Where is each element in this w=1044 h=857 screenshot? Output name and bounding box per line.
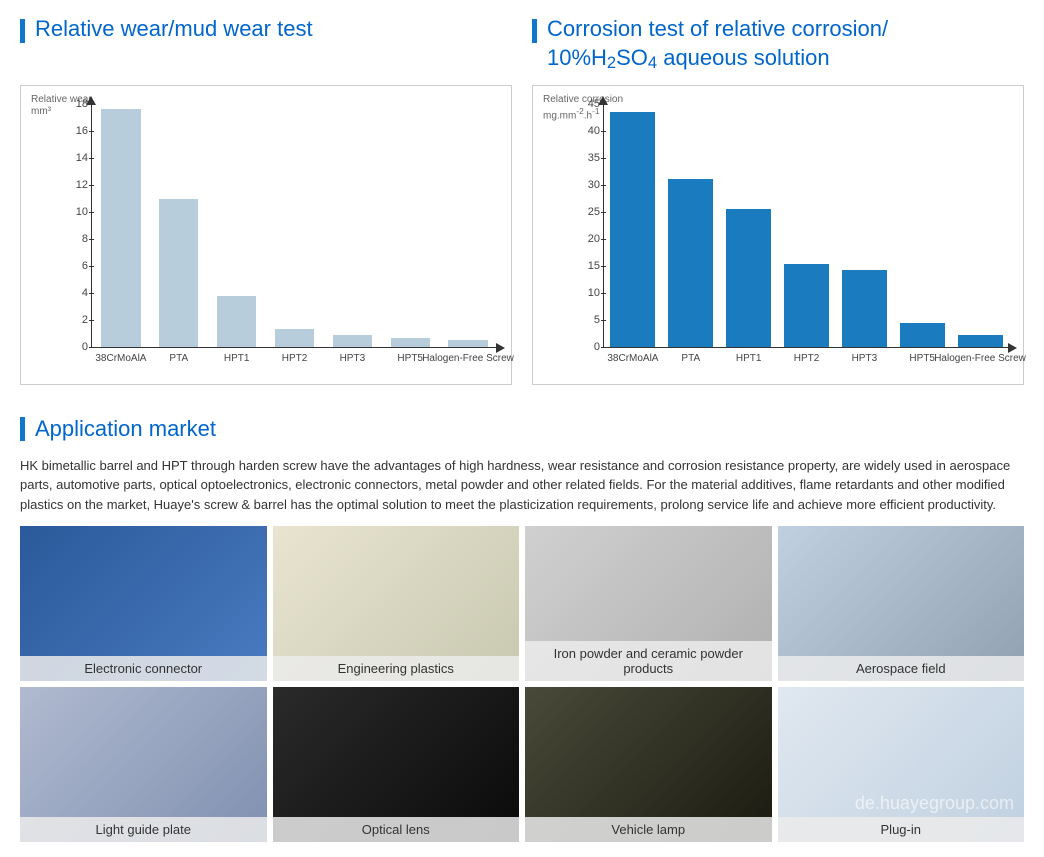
chart-bar <box>333 335 372 347</box>
corrosion-chart-title: Corrosion test of relative corrosion/ 10… <box>532 15 1024 73</box>
x-tick-label: 38CrMoAlA <box>607 353 658 364</box>
application-label: Aerospace field <box>778 656 1025 681</box>
x-tick-label: 38CrMoAlA <box>95 353 146 364</box>
application-section: Application market HK bimetallic barrel … <box>20 415 1024 842</box>
wear-chart-box: Relative wearmm³ 02468101214161838CrMoAl… <box>20 85 512 385</box>
y-tick: 0 <box>58 341 88 353</box>
y-tick: 12 <box>58 179 88 191</box>
application-label: Optical lens <box>273 817 520 842</box>
x-tick-label: HPT1 <box>736 353 762 364</box>
wear-chart-container: Relative wear/mud wear test Relative wea… <box>20 15 512 385</box>
corrosion-chart-container: Corrosion test of relative corrosion/ 10… <box>532 15 1024 385</box>
wear-chart-area: 02468101214161838CrMoAlAPTAHPT1HPT2HPT3H… <box>91 104 497 348</box>
y-tick: 15 <box>570 260 600 272</box>
y-tick: 0 <box>570 341 600 353</box>
application-label: Vehicle lamp <box>525 817 772 842</box>
application-card: Aerospace field <box>778 526 1025 681</box>
title-accent-bar <box>532 19 537 43</box>
axis-arrow-right-icon <box>1008 343 1017 353</box>
charts-row: Relative wear/mud wear test Relative wea… <box>20 15 1024 385</box>
y-tick: 8 <box>58 233 88 245</box>
x-tick-label: Halogen-Free Screw <box>934 353 1026 364</box>
chart-bar <box>391 338 430 347</box>
x-tick-label: PTA <box>169 353 188 364</box>
chart-bar <box>784 264 829 347</box>
y-tick: 10 <box>58 206 88 218</box>
application-title: Application market <box>20 415 1024 444</box>
chart-bar <box>610 112 655 347</box>
corrosion-chart-box: Relative corrosionmg.mm-2.h-1 0510152025… <box>532 85 1024 385</box>
y-tick: 2 <box>58 314 88 326</box>
title-accent-bar <box>20 417 25 441</box>
x-tick-label: HPT2 <box>794 353 820 364</box>
chart-bar <box>958 335 1003 347</box>
y-tick: 6 <box>58 260 88 272</box>
chart-bar <box>217 296 256 347</box>
x-tick-label: PTA <box>681 353 700 364</box>
application-description: HK bimetallic barrel and HPT through har… <box>20 456 1024 515</box>
application-card: Optical lens <box>273 687 520 842</box>
application-grid: Electronic connectorEngineering plastics… <box>20 526 1024 842</box>
corrosion-title-l2: 10%H2SO4 aqueous solution <box>547 45 830 70</box>
application-card: Light guide plate <box>20 687 267 842</box>
y-tick: 40 <box>570 125 600 137</box>
y-tick: 30 <box>570 179 600 191</box>
application-label: Light guide plate <box>20 817 267 842</box>
x-tick-label: HPT3 <box>852 353 878 364</box>
corrosion-chart-area: 05101520253035404538CrMoAlAPTAHPT1HPT2HP… <box>603 104 1009 348</box>
application-label: Iron powder and ceramic powder products <box>525 641 772 681</box>
chart-bar <box>275 329 314 347</box>
axis-arrow-right-icon <box>496 343 505 353</box>
y-tick: 4 <box>58 287 88 299</box>
y-tick: 18 <box>58 98 88 110</box>
x-tick-label: HPT5 <box>909 353 935 364</box>
y-tick: 35 <box>570 152 600 164</box>
application-card: Electronic connector <box>20 526 267 681</box>
y-tick: 25 <box>570 206 600 218</box>
chart-bar <box>900 323 945 347</box>
application-label: Plug-in <box>778 817 1025 842</box>
application-label: Electronic connector <box>20 656 267 681</box>
x-tick-label: HPT1 <box>224 353 250 364</box>
chart-bar <box>448 340 487 347</box>
x-tick-label: HPT3 <box>340 353 366 364</box>
y-tick: 45 <box>570 98 600 110</box>
y-tick: 5 <box>570 314 600 326</box>
title-accent-bar <box>20 19 25 43</box>
y-tick: 16 <box>58 125 88 137</box>
chart-bar <box>159 199 198 348</box>
chart-bar <box>842 270 887 347</box>
y-tick: 14 <box>58 152 88 164</box>
application-card: Iron powder and ceramic powder products <box>525 526 772 681</box>
application-card: Engineering plastics <box>273 526 520 681</box>
corrosion-title-l1: Corrosion test of relative corrosion/ <box>547 16 888 41</box>
y-tick: 10 <box>570 287 600 299</box>
application-card: Vehicle lamp <box>525 687 772 842</box>
x-tick-label: HPT2 <box>282 353 308 364</box>
application-title-text: Application market <box>35 415 216 444</box>
chart-bar <box>726 209 771 347</box>
chart-bar <box>668 179 713 347</box>
application-label: Engineering plastics <box>273 656 520 681</box>
corrosion-chart-title-text: Corrosion test of relative corrosion/ 10… <box>547 15 888 72</box>
y-tick: 20 <box>570 233 600 245</box>
wear-chart-title: Relative wear/mud wear test <box>20 15 512 73</box>
wear-chart-title-text: Relative wear/mud wear test <box>35 15 313 44</box>
x-tick-label: HPT5 <box>397 353 423 364</box>
x-tick-label: Halogen-Free Screw <box>422 353 514 364</box>
application-card: Plug-in <box>778 687 1025 842</box>
chart-bar <box>101 109 140 347</box>
